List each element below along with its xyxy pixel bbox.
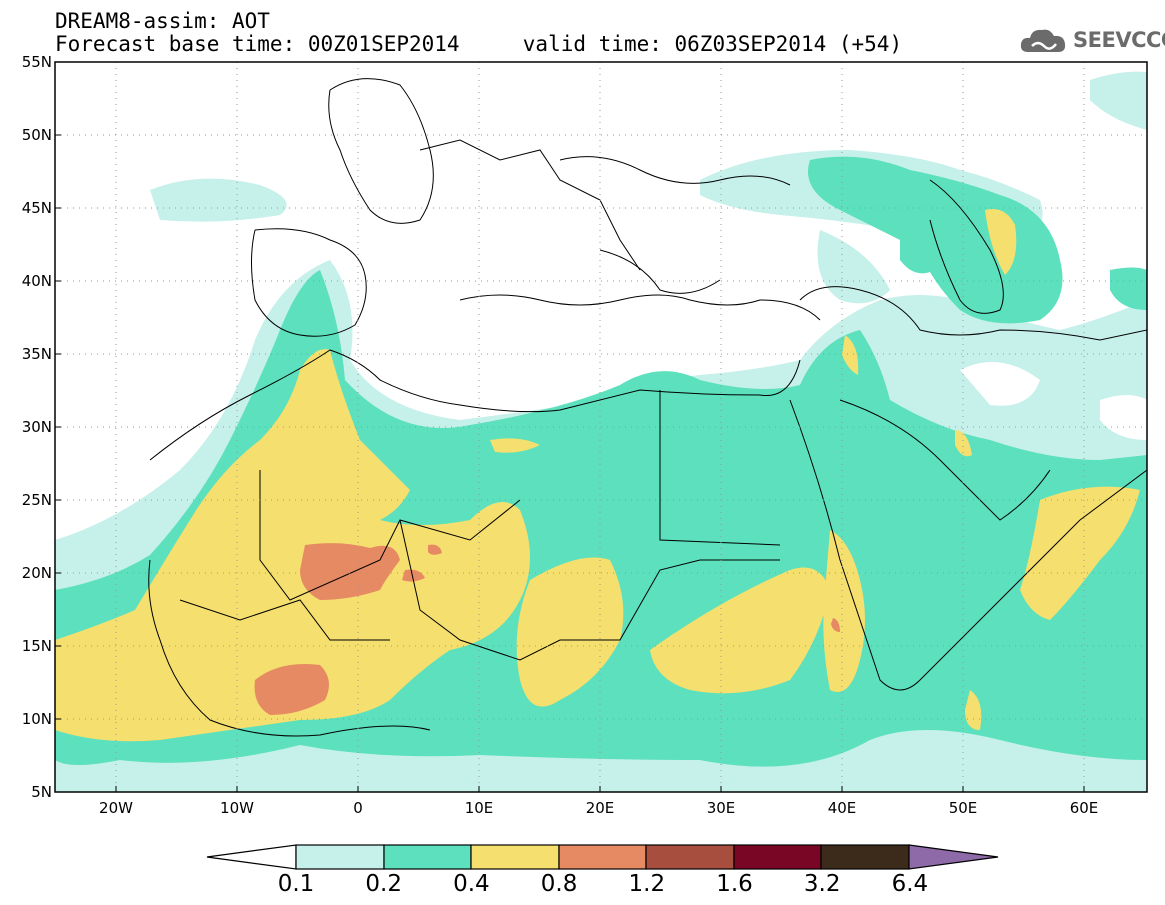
lon-label: 0 — [353, 799, 363, 817]
graticule — [55, 62, 1147, 792]
colorbar-bin-7 — [820, 844, 910, 870]
lat-label: 55N — [21, 53, 52, 71]
lon-label: 20E — [585, 799, 615, 817]
colorbar-bin-2 — [383, 844, 472, 870]
colorbar-label: 3.2 — [803, 871, 841, 897]
seevccc-logo: SEEVCCC — [1018, 24, 1165, 58]
colorbar-bin-3 — [470, 844, 560, 870]
coastlines-and-borders — [148, 78, 1147, 737]
axis-ticks — [55, 134, 1085, 792]
lat-label: 20N — [21, 564, 52, 582]
colorbar-label: 0.2 — [365, 871, 402, 897]
colorbar-label: 1.6 — [716, 871, 753, 897]
lon-label: 10W — [220, 799, 254, 817]
colorbar-label: 6.4 — [891, 871, 929, 897]
lat-label: 5N — [31, 783, 52, 801]
aot-band-0.8-1.2 — [254, 543, 840, 715]
colorbar-max-arrow — [908, 844, 999, 870]
colorbar-bin-5 — [645, 844, 735, 870]
colorbar-label: 0.1 — [277, 871, 315, 897]
colorbar — [206, 844, 999, 870]
lat-label: 40N — [21, 272, 52, 290]
colorbar-label: 1.2 — [628, 871, 666, 897]
cloud-logo-icon — [1020, 29, 1066, 52]
colorbar-label: 0.4 — [453, 871, 490, 897]
lon-label: 40E — [827, 799, 857, 817]
colorbar-bin-1 — [295, 844, 385, 870]
lat-label: 45N — [21, 199, 52, 217]
lat-label: 35N — [21, 345, 52, 363]
colorbar-label: 0.8 — [540, 871, 578, 897]
colorbar-bin-4 — [558, 844, 647, 870]
lon-label: 10E — [464, 799, 494, 817]
lat-label: 50N — [21, 126, 52, 144]
colorbar-bin-6 — [733, 844, 822, 870]
lat-label: 30N — [21, 418, 52, 436]
lon-label: 30E — [706, 799, 736, 817]
map-title: DREAM8-assim: AOT — [55, 9, 270, 33]
logo-text: SEEVCCC — [1073, 28, 1165, 52]
lat-label: 25N — [21, 491, 52, 509]
map-subtitle: Forecast base time: 00Z01SEP2014 valid t… — [55, 32, 903, 56]
lat-label: 15N — [21, 637, 52, 655]
lon-label: 50E — [948, 799, 978, 817]
lon-label: 20W — [99, 799, 133, 817]
colorbar-min-arrow — [206, 844, 297, 870]
aot-band-0.4-0.8 — [55, 209, 1140, 742]
lon-label: 60E — [1069, 799, 1099, 817]
lat-label: 10N — [21, 710, 52, 728]
